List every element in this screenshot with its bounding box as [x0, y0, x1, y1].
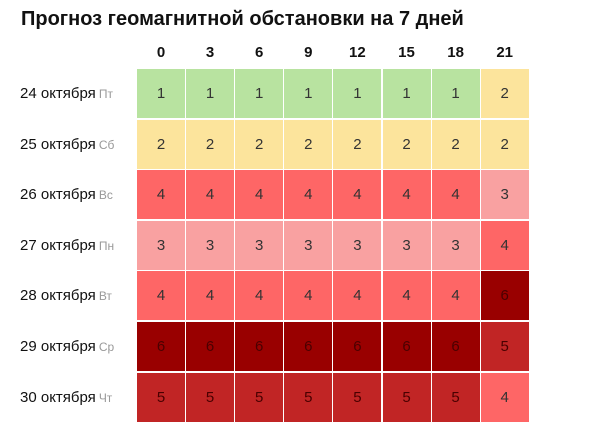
- column-header: 0: [156, 44, 166, 61]
- heatmap-cell: 5: [480, 322, 529, 372]
- heatmap-cell: 2: [235, 119, 284, 169]
- heatmap-cell: 6: [431, 322, 480, 372]
- heatmap-cell: 4: [333, 170, 382, 220]
- column-header: 6: [255, 44, 264, 61]
- row-weekday: Вт: [98, 289, 112, 304]
- heatmap-cell: 2: [284, 119, 333, 169]
- heatmap-cell: 4: [284, 271, 333, 321]
- heatmap-cell: 2: [186, 119, 235, 169]
- heatmap-cell: 4: [137, 271, 185, 321]
- column-header: 18: [447, 44, 464, 61]
- heatmap-cell: 2: [137, 119, 185, 169]
- heatmap-cell: 4: [186, 271, 235, 321]
- heatmap-cell: 1: [235, 69, 284, 119]
- heatmap-cell: 2: [480, 69, 529, 119]
- heatmap-cell: 1: [431, 69, 480, 119]
- heatmap-cell: 3: [480, 170, 529, 220]
- heatmap-cell: 4: [186, 170, 235, 220]
- row-weekday: Пт: [98, 87, 113, 101]
- heatmap-cell: 4: [235, 271, 284, 321]
- heatmap-cell: 5: [284, 372, 333, 422]
- row-label: 26 октября Вс: [20, 186, 113, 203]
- heatmap-cell: 4: [382, 271, 431, 321]
- row-weekday: Сб: [98, 137, 115, 152]
- row-date: 26 октября: [20, 186, 96, 204]
- heatmap-cell: 3: [431, 220, 480, 270]
- row-date: 29 октября: [20, 338, 96, 355]
- heatmap-cell: 3: [137, 220, 185, 270]
- heatmap-cell: 6: [480, 271, 529, 321]
- heatmap-cell: 4: [431, 271, 480, 321]
- column-header: 15: [398, 44, 415, 61]
- heatmap-cell: 5: [333, 372, 382, 422]
- heatmap-cell: 5: [235, 372, 284, 422]
- heatmap-cell: 2: [382, 119, 431, 169]
- row-label: 25 октября Сб: [20, 136, 114, 153]
- row-label: 27 октября Пн: [20, 237, 114, 254]
- row-weekday: Вс: [98, 188, 113, 203]
- heatmap-cell: 2: [333, 119, 382, 169]
- row-date: 25 октября: [20, 135, 96, 153]
- heatmap-cell: 5: [382, 372, 431, 422]
- row-label: 30 октября Чт: [20, 389, 112, 406]
- row-date: 27 октября: [20, 236, 96, 254]
- heatmap-cell: 4: [333, 271, 382, 321]
- heatmap-cell: 2: [480, 119, 529, 169]
- row-date: 28 октября: [20, 287, 96, 305]
- heatmap-cell: 1: [382, 69, 431, 119]
- heatmap-cell: 4: [480, 372, 529, 422]
- heatmap-cell: 3: [235, 220, 284, 270]
- heatmap-cell: 4: [284, 170, 333, 220]
- row-label: 29 октября Ср: [20, 338, 114, 355]
- heatmap-cell: 4: [480, 220, 529, 270]
- heatmap-cell: 6: [333, 322, 382, 372]
- heatmap-cell: 6: [284, 322, 333, 372]
- heatmap-cell: 1: [137, 69, 185, 119]
- heatmap-cell: 4: [235, 170, 284, 220]
- heatmap-cell: 2: [431, 119, 480, 169]
- heatmap-cell: 6: [186, 322, 235, 372]
- heatmap-cell: 1: [186, 69, 235, 119]
- row-label: 24 октября Пт: [20, 85, 113, 102]
- chart-title: Прогноз геомагнитной обстановки на 7 дне…: [21, 8, 464, 30]
- row-weekday: Ср: [98, 340, 115, 354]
- heatmap-cell: 4: [137, 170, 185, 220]
- heatmap-cell: 6: [235, 322, 284, 372]
- heatmap-cell: 3: [333, 220, 382, 270]
- column-header: 12: [349, 44, 366, 61]
- heatmap-cell: 1: [284, 69, 333, 119]
- column-header: 9: [304, 44, 313, 61]
- heatmap-cell: 6: [137, 322, 185, 372]
- heatmap-cell: 5: [137, 372, 185, 422]
- heatmap-cell: 3: [284, 220, 333, 270]
- heatmap-cell: 3: [186, 220, 235, 270]
- heatmap-cell: 5: [186, 372, 235, 422]
- row-weekday: Пн: [98, 238, 115, 253]
- heatmap-cell: 5: [431, 372, 480, 422]
- heatmap-cell: 6: [382, 322, 431, 372]
- row-weekday: Чт: [98, 390, 113, 405]
- row-date: 24 октября: [20, 85, 96, 102]
- row-date: 30 октября: [20, 388, 96, 406]
- column-header: 21: [496, 44, 514, 61]
- heatmap-cell: 3: [382, 220, 431, 270]
- heatmap-cell: 4: [382, 170, 431, 220]
- heatmap-cell: 1: [333, 69, 382, 119]
- row-label: 28 октября Вт: [20, 287, 112, 304]
- heatmap-cell: 4: [431, 170, 480, 220]
- column-header: 3: [205, 44, 215, 61]
